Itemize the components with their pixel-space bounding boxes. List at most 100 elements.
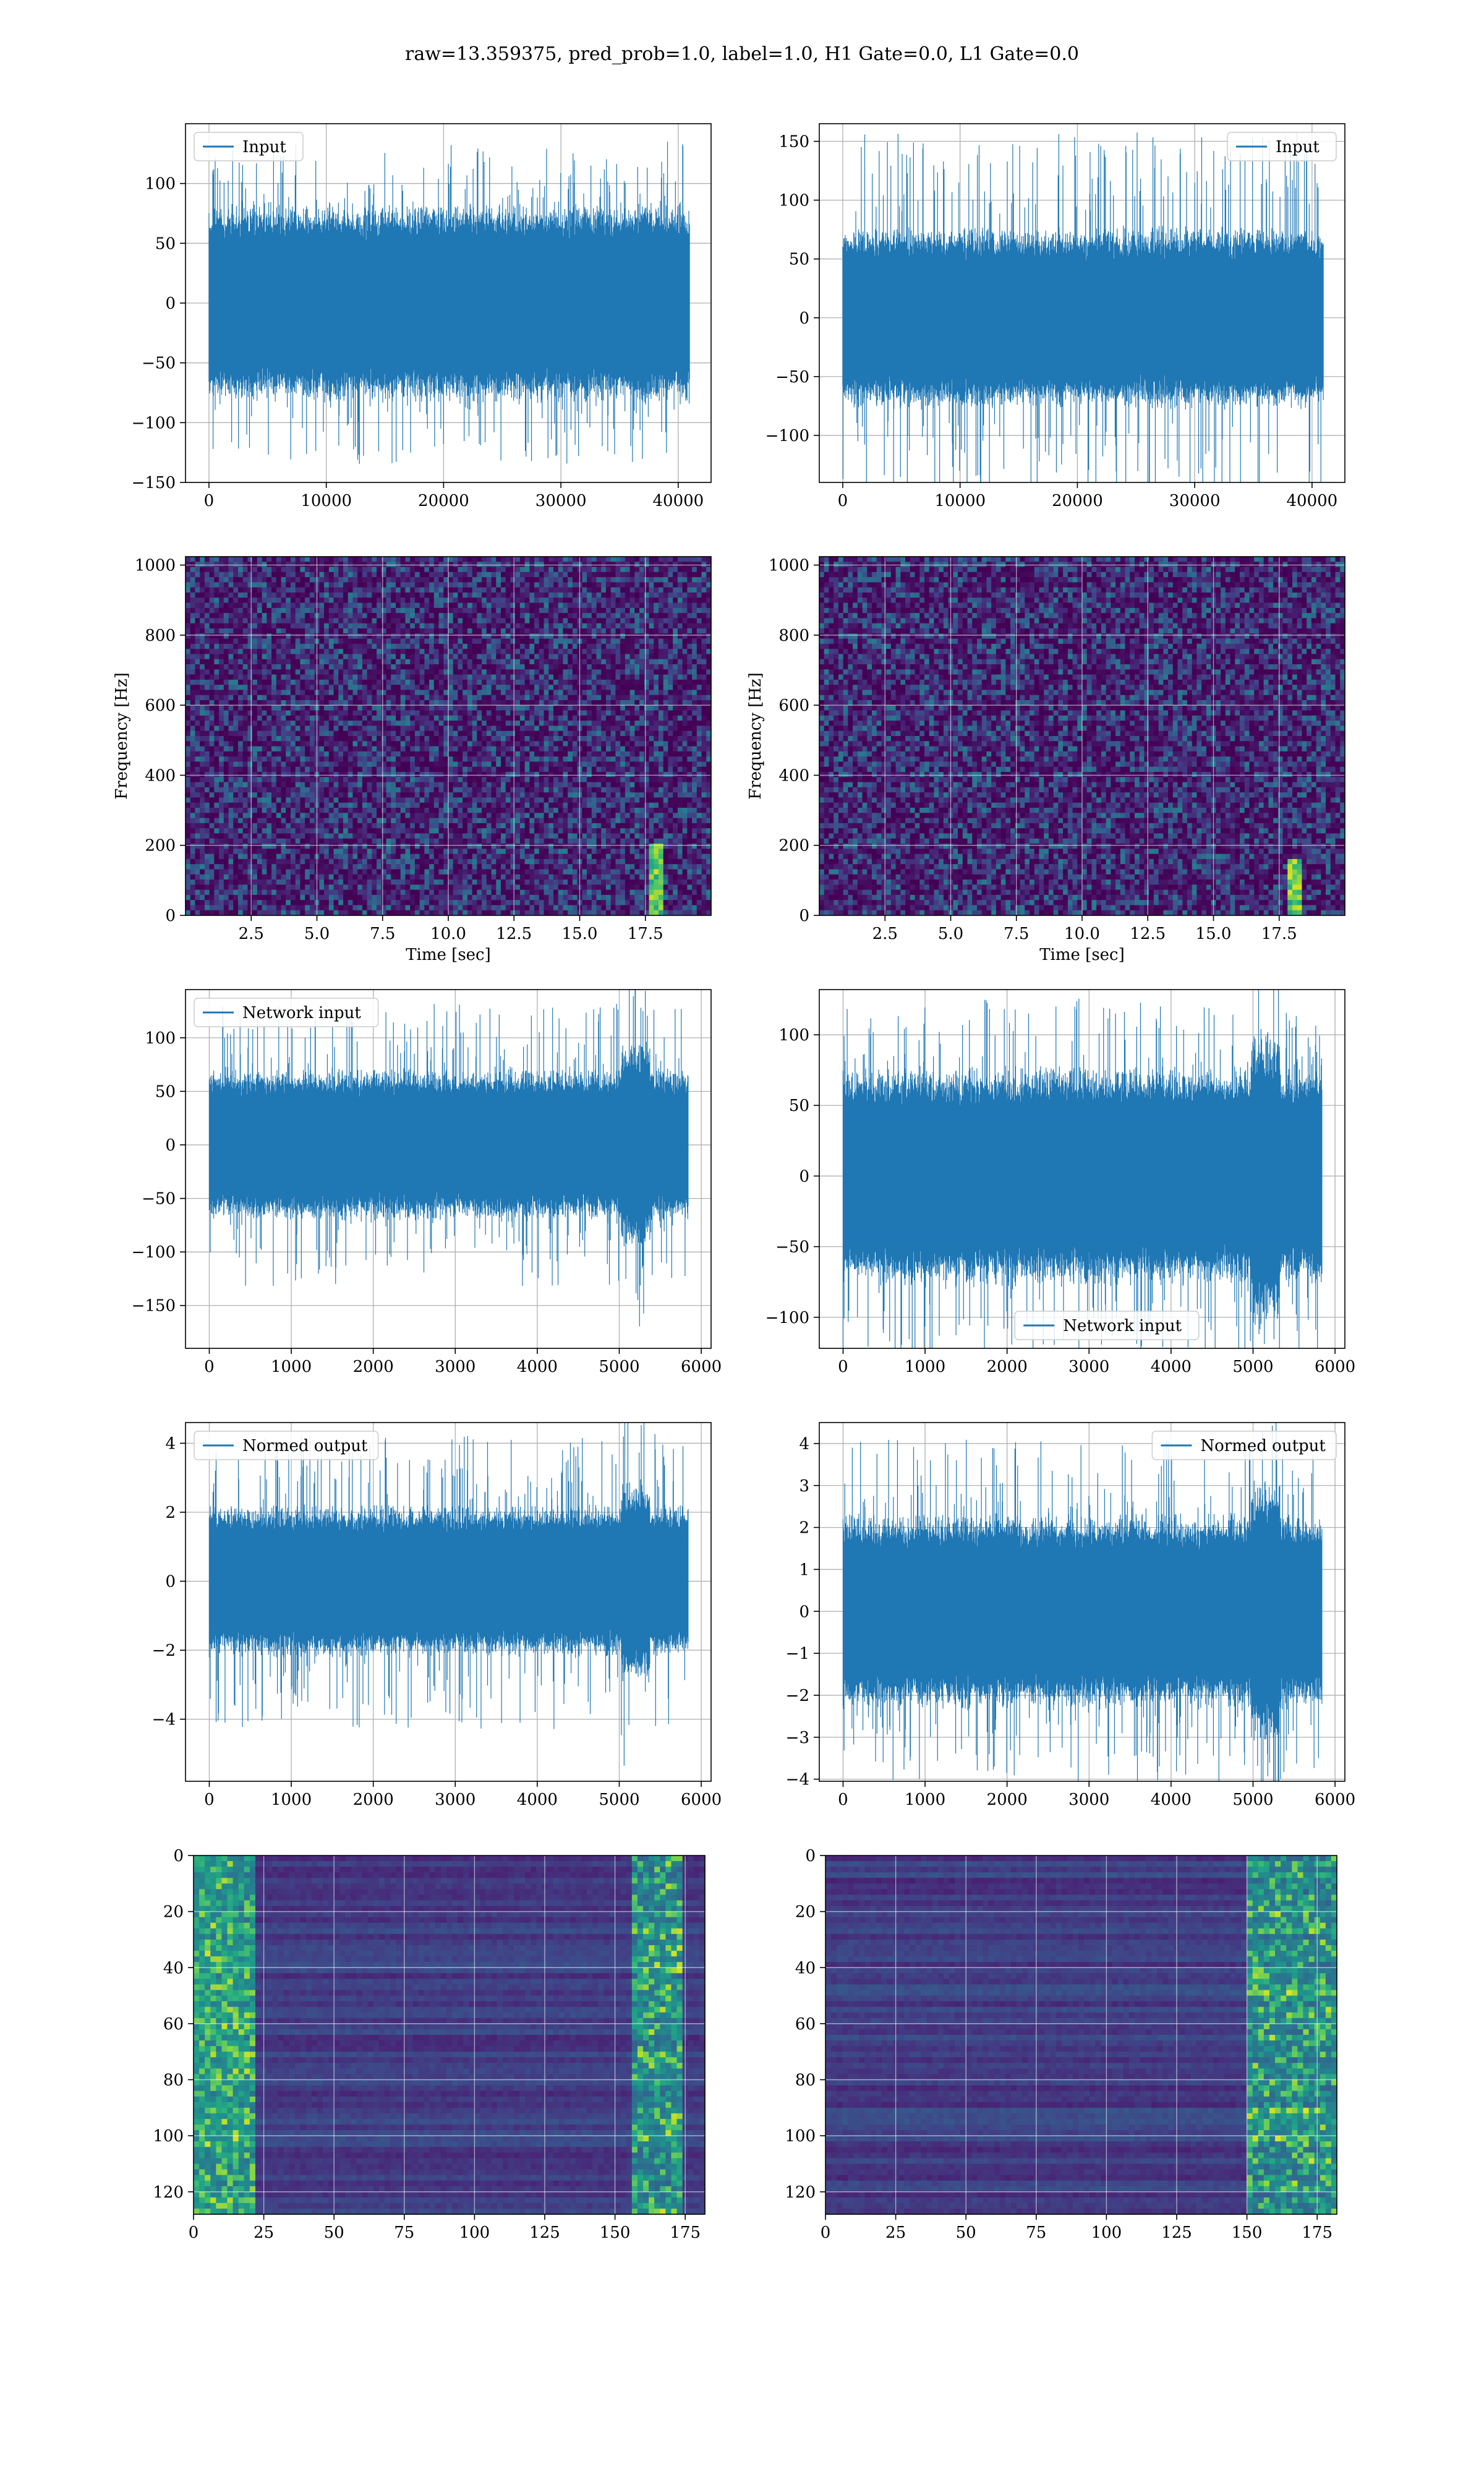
heat-cell	[429, 690, 435, 696]
heat-cell	[424, 710, 430, 716]
heat-cell	[204, 613, 210, 619]
heat-cell	[333, 761, 339, 768]
heat-cell	[501, 571, 506, 578]
heat-cell	[324, 685, 330, 691]
heat-cell	[233, 628, 239, 634]
heat-cell	[448, 700, 454, 706]
heat-cell	[377, 889, 382, 896]
heat-cell	[233, 751, 239, 757]
heat-cell	[343, 802, 349, 808]
heat-cell	[319, 756, 325, 763]
heat-cell	[300, 900, 305, 906]
heat-cell	[453, 679, 459, 685]
heat-cell	[238, 690, 244, 696]
heat-cell	[242, 664, 249, 670]
heat-cell	[391, 736, 396, 742]
heat-cell	[433, 618, 440, 624]
heat-cell	[477, 607, 482, 614]
heat-cell	[324, 782, 330, 788]
heat-cell	[367, 715, 372, 721]
heat-cell	[410, 715, 416, 721]
heat-cell	[281, 577, 286, 583]
heat-cell	[414, 751, 420, 757]
heat-cell	[477, 910, 482, 916]
heat-cell	[414, 772, 420, 777]
heat-cell	[276, 818, 282, 824]
heat-cell	[458, 792, 463, 798]
heat-cell	[372, 577, 377, 583]
heat-cell	[458, 571, 463, 578]
heat-cell	[291, 721, 296, 727]
heat-cell	[458, 736, 463, 742]
heat-cell	[286, 864, 291, 870]
heat-cell	[276, 571, 282, 578]
heat-cell	[195, 674, 200, 680]
heat-cell	[200, 766, 205, 773]
heat-cell	[367, 746, 372, 752]
heat-cell	[352, 562, 358, 568]
heat-cell	[305, 613, 310, 619]
heat-cell	[209, 700, 215, 706]
heat-cell	[214, 628, 220, 634]
heat-cell	[491, 664, 497, 670]
heat-cell	[377, 607, 382, 614]
heat-cell	[458, 756, 463, 763]
heat-cell	[405, 869, 411, 875]
heat-cell	[367, 695, 372, 701]
heat-cell	[429, 571, 435, 578]
heat-cell	[343, 654, 349, 660]
heat-cell	[200, 823, 205, 829]
heat-cell	[257, 751, 263, 757]
heat-cell	[448, 782, 454, 788]
heat-cell	[190, 884, 196, 891]
heat-cell	[510, 700, 516, 706]
heat-cell	[238, 726, 244, 732]
heat-cell	[186, 602, 191, 609]
heat-cell	[223, 638, 229, 644]
heat-cell	[309, 638, 315, 644]
heat-cell	[333, 828, 339, 834]
heat-cell	[467, 741, 473, 747]
heat-cell	[324, 756, 330, 763]
heat-cell	[396, 746, 401, 752]
heat-cell	[472, 602, 477, 609]
heat-cell	[419, 593, 425, 598]
heat-cell	[219, 562, 224, 568]
heat-cell	[348, 751, 354, 757]
heat-cell	[305, 823, 310, 829]
heat-cell	[367, 787, 372, 793]
heat-cell	[443, 900, 449, 906]
heat-cell	[209, 741, 215, 747]
heat-cell	[219, 854, 224, 860]
heat-cell	[242, 715, 249, 721]
heat-cell	[247, 679, 253, 685]
heat-cell	[295, 905, 301, 911]
heat-cell	[352, 823, 358, 829]
heat-cell	[219, 710, 224, 716]
heat-cell	[214, 813, 220, 819]
heat-cell	[238, 884, 244, 891]
heat-cell	[405, 715, 411, 721]
heat-cell	[328, 571, 335, 578]
heat-cell	[247, 557, 253, 562]
heat-cell	[242, 679, 249, 685]
heat-cell	[414, 695, 420, 701]
heat-cell	[429, 900, 435, 906]
heat-cell	[200, 587, 205, 593]
heat-cell	[472, 900, 477, 906]
heat-cell	[276, 736, 282, 742]
heat-cell	[195, 808, 200, 813]
heat-cell	[238, 679, 244, 685]
heat-cell	[214, 597, 220, 604]
heat-cell	[233, 695, 239, 701]
heat-cell	[328, 715, 335, 721]
heat-cell	[419, 818, 425, 824]
heat-cell	[247, 669, 253, 675]
heat-cell	[223, 751, 229, 757]
heat-cell	[410, 777, 416, 783]
heat-cell	[486, 690, 492, 696]
heat-cell	[257, 587, 263, 593]
heat-cell	[291, 571, 296, 578]
heat-cell	[305, 880, 310, 885]
